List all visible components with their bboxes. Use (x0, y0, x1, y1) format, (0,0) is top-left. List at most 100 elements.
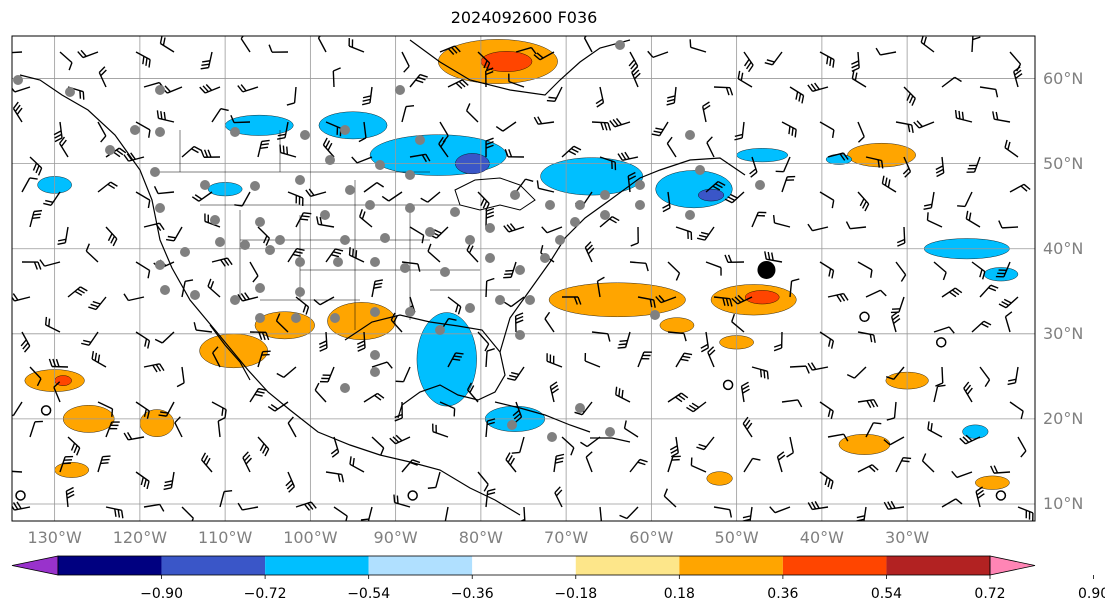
wind-barb (287, 191, 304, 206)
wind-barb (165, 226, 183, 242)
station-dot (255, 217, 265, 227)
wind-barb (305, 188, 327, 198)
wind-barb (181, 279, 194, 298)
wind-barb (275, 313, 289, 333)
wind-barb (105, 506, 124, 519)
wind-barb (979, 366, 991, 387)
wind-barb (851, 70, 867, 88)
wind-barb (485, 348, 495, 368)
wind-barb (515, 178, 534, 193)
baja-california (209, 324, 251, 381)
colorbar-tick-label: 0.36 (767, 586, 799, 602)
wind-barb (903, 86, 916, 106)
wind-barb (237, 84, 259, 93)
wind-barb (158, 401, 175, 417)
wind-barb (358, 121, 367, 143)
longitude-label: 40°W (799, 528, 844, 547)
wind-barb (975, 486, 985, 508)
wind-barb (381, 191, 403, 202)
wind-barb (67, 436, 81, 456)
wind-barb (97, 401, 114, 417)
wind-barb (390, 312, 403, 333)
wind-barb (595, 86, 605, 108)
wind-barb (789, 365, 810, 374)
wind-barb (21, 177, 38, 193)
wind-barb (935, 366, 944, 387)
colorbar-tick-label: 0.72 (974, 586, 1006, 602)
longitude-label: 50°W (714, 528, 759, 547)
wind-barb (541, 226, 563, 234)
wind-barb (546, 353, 563, 368)
wind-barb (181, 145, 202, 158)
wind-barb (57, 226, 69, 246)
wind-barb (199, 84, 221, 94)
station-dot (325, 155, 335, 165)
wind-barb (477, 471, 489, 492)
negative-anomaly-region (698, 188, 725, 202)
station-dot (540, 253, 550, 263)
wind-barb (807, 501, 829, 511)
wind-barb (85, 243, 99, 263)
station-dot (685, 130, 695, 140)
wind-barb (427, 243, 441, 263)
wind-barb (465, 103, 479, 123)
wind-barb (91, 351, 107, 368)
wind-barb (29, 156, 43, 176)
colorbar-segment (575, 556, 680, 575)
negative-anomaly-region (655, 170, 733, 209)
wind-barb (123, 432, 145, 441)
wind-barb (669, 436, 679, 458)
wind-barb (827, 433, 849, 442)
wind-barb (287, 247, 305, 263)
station-dot (555, 235, 565, 245)
wind-barb (20, 331, 31, 353)
wind-barb (731, 313, 745, 333)
wind-barb (12, 86, 31, 93)
wind-barb (393, 494, 411, 508)
positive-anomaly-region (975, 475, 1010, 490)
colorbar-tick-label: 0.54 (870, 586, 903, 602)
positive-anomaly-region (706, 471, 733, 486)
wind-barb (786, 436, 795, 458)
coastlines (19, 39, 746, 516)
wind-barb (965, 210, 981, 228)
wind-barb (351, 156, 373, 164)
wind-barb (135, 471, 150, 490)
wind-barb (896, 226, 906, 247)
wind-barb (447, 79, 469, 89)
wind-barb (1009, 401, 1024, 420)
wind-barb (123, 293, 145, 302)
wind-barb (356, 331, 366, 352)
wind-barb (655, 294, 677, 304)
station-dot (450, 207, 460, 217)
wind-barb (666, 86, 677, 106)
station-dot (265, 245, 275, 255)
wind-barb (705, 180, 726, 193)
longitude-label: 130°W (27, 528, 82, 547)
station-dot (405, 307, 415, 317)
wind-barb (1013, 66, 1023, 88)
wind-barb (420, 191, 441, 203)
wind-barb (242, 451, 252, 473)
wind-barb (237, 502, 259, 511)
wind-barb (88, 296, 107, 311)
wind-barb (135, 331, 151, 349)
large-black-marker (757, 260, 776, 279)
colorbar-lower-extend (11, 555, 59, 576)
wind-barb (39, 259, 61, 267)
wind-barb (322, 137, 335, 158)
wind-barb (666, 136, 677, 158)
colorbar-segment (161, 556, 266, 575)
open-circle-marker (40, 405, 52, 416)
station-dot (340, 235, 350, 245)
open-circle-marker (935, 337, 947, 348)
wind-barb (583, 36, 593, 53)
wind-barb (819, 51, 835, 68)
wind-barb (992, 111, 1011, 123)
wind-barb (935, 156, 945, 178)
wind-barb (212, 346, 221, 368)
station-dot (400, 263, 410, 273)
negative-anomaly-region (736, 148, 788, 163)
wind-barb (97, 181, 118, 193)
station-dot (545, 200, 555, 210)
